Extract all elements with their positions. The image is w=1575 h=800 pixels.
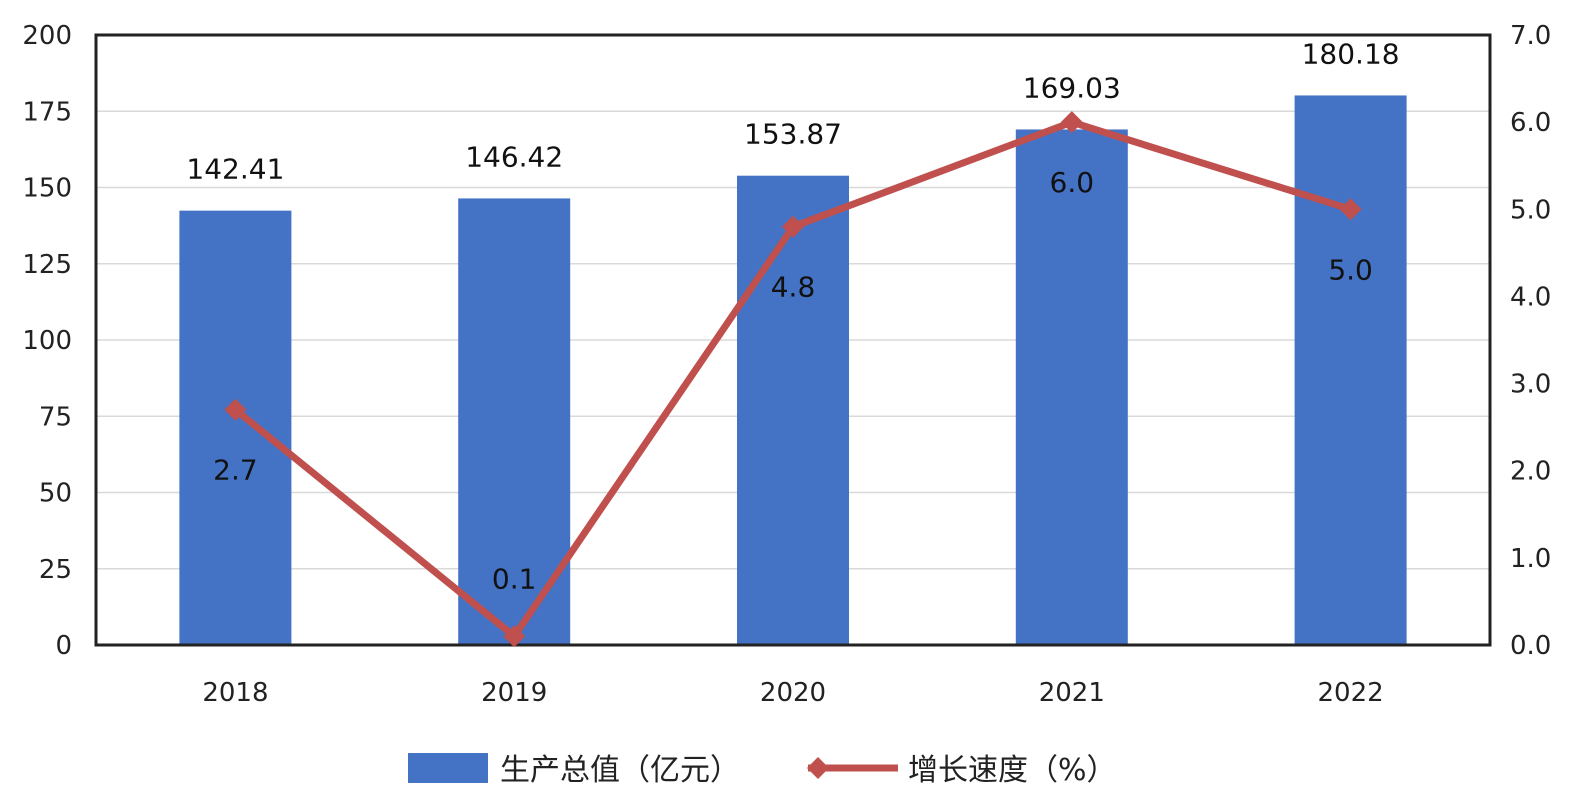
bar-value-label: 153.87 <box>744 118 842 151</box>
category-label: 2022 <box>1318 678 1384 708</box>
right-tick-label: 3.0 <box>1510 370 1551 400</box>
left-tick-label: 125 <box>22 250 72 280</box>
right-tick-label: 5.0 <box>1510 195 1551 225</box>
legend: 生产总值（亿元） 增长速度（%） <box>408 753 1117 788</box>
right-tick-label: 0.0 <box>1510 631 1551 661</box>
bar <box>1015 129 1128 645</box>
legend-marker-line <box>807 757 829 779</box>
line-marker <box>1339 198 1362 221</box>
left-tick-label: 150 <box>22 174 72 204</box>
left-tick-label: 100 <box>22 326 72 356</box>
category-label: 2018 <box>202 678 268 708</box>
line-marker <box>224 398 247 421</box>
legend-swatch-bar <box>408 753 488 783</box>
category-label: 2019 <box>481 678 547 708</box>
left-axis: 0 25 50 75 100 125 150 175 200 <box>22 21 72 661</box>
left-tick-label: 0 <box>55 631 72 661</box>
right-tick-label: 2.0 <box>1510 457 1551 487</box>
line-value-label: 4.8 <box>771 271 816 304</box>
bar-value-label: 146.42 <box>465 140 563 173</box>
category-label: 2020 <box>760 678 826 708</box>
right-tick-label: 7.0 <box>1510 21 1551 51</box>
bar-series <box>179 95 1407 646</box>
legend-label-bar: 生产总值（亿元） <box>500 753 740 788</box>
bar <box>458 198 571 645</box>
category-label: 2021 <box>1039 678 1105 708</box>
line-value-label: 5.0 <box>1328 253 1373 286</box>
bar <box>1294 95 1407 646</box>
bar-data-labels: 142.41 146.42 153.87 169.03 180.18 <box>186 37 1399 185</box>
line-value-label: 6.0 <box>1050 166 1095 199</box>
left-tick-label: 25 <box>39 555 72 585</box>
right-axis: 0.0 1.0 2.0 3.0 4.0 5.0 6.0 7.0 <box>1510 21 1551 661</box>
right-tick-label: 1.0 <box>1510 544 1551 574</box>
plot-frame <box>94 33 1492 647</box>
right-tick-label: 4.0 <box>1510 282 1551 312</box>
left-tick-label: 175 <box>22 97 72 127</box>
legend-label-line: 增长速度（%） <box>908 753 1117 788</box>
bar-value-label: 142.41 <box>186 153 284 186</box>
line-marker <box>782 215 804 238</box>
x-axis: 2018 2019 2020 2021 2022 <box>202 678 1383 708</box>
bar <box>179 210 292 645</box>
line-marker <box>503 625 526 648</box>
left-tick-label: 75 <box>39 402 72 432</box>
left-tick-label: 200 <box>22 21 72 51</box>
right-tick-label: 6.0 <box>1510 108 1551 138</box>
line-marker <box>1060 111 1083 134</box>
line-value-label: 0.1 <box>492 562 537 595</box>
line-series <box>224 111 1362 648</box>
line-value-label: 2.7 <box>213 454 258 487</box>
bar <box>737 175 849 645</box>
line-data-labels: 2.7 0.1 4.8 6.0 5.0 <box>213 166 1373 595</box>
left-tick-label: 50 <box>39 479 72 509</box>
bar-value-label: 169.03 <box>1023 71 1121 104</box>
bar-value-label: 180.18 <box>1302 37 1400 70</box>
